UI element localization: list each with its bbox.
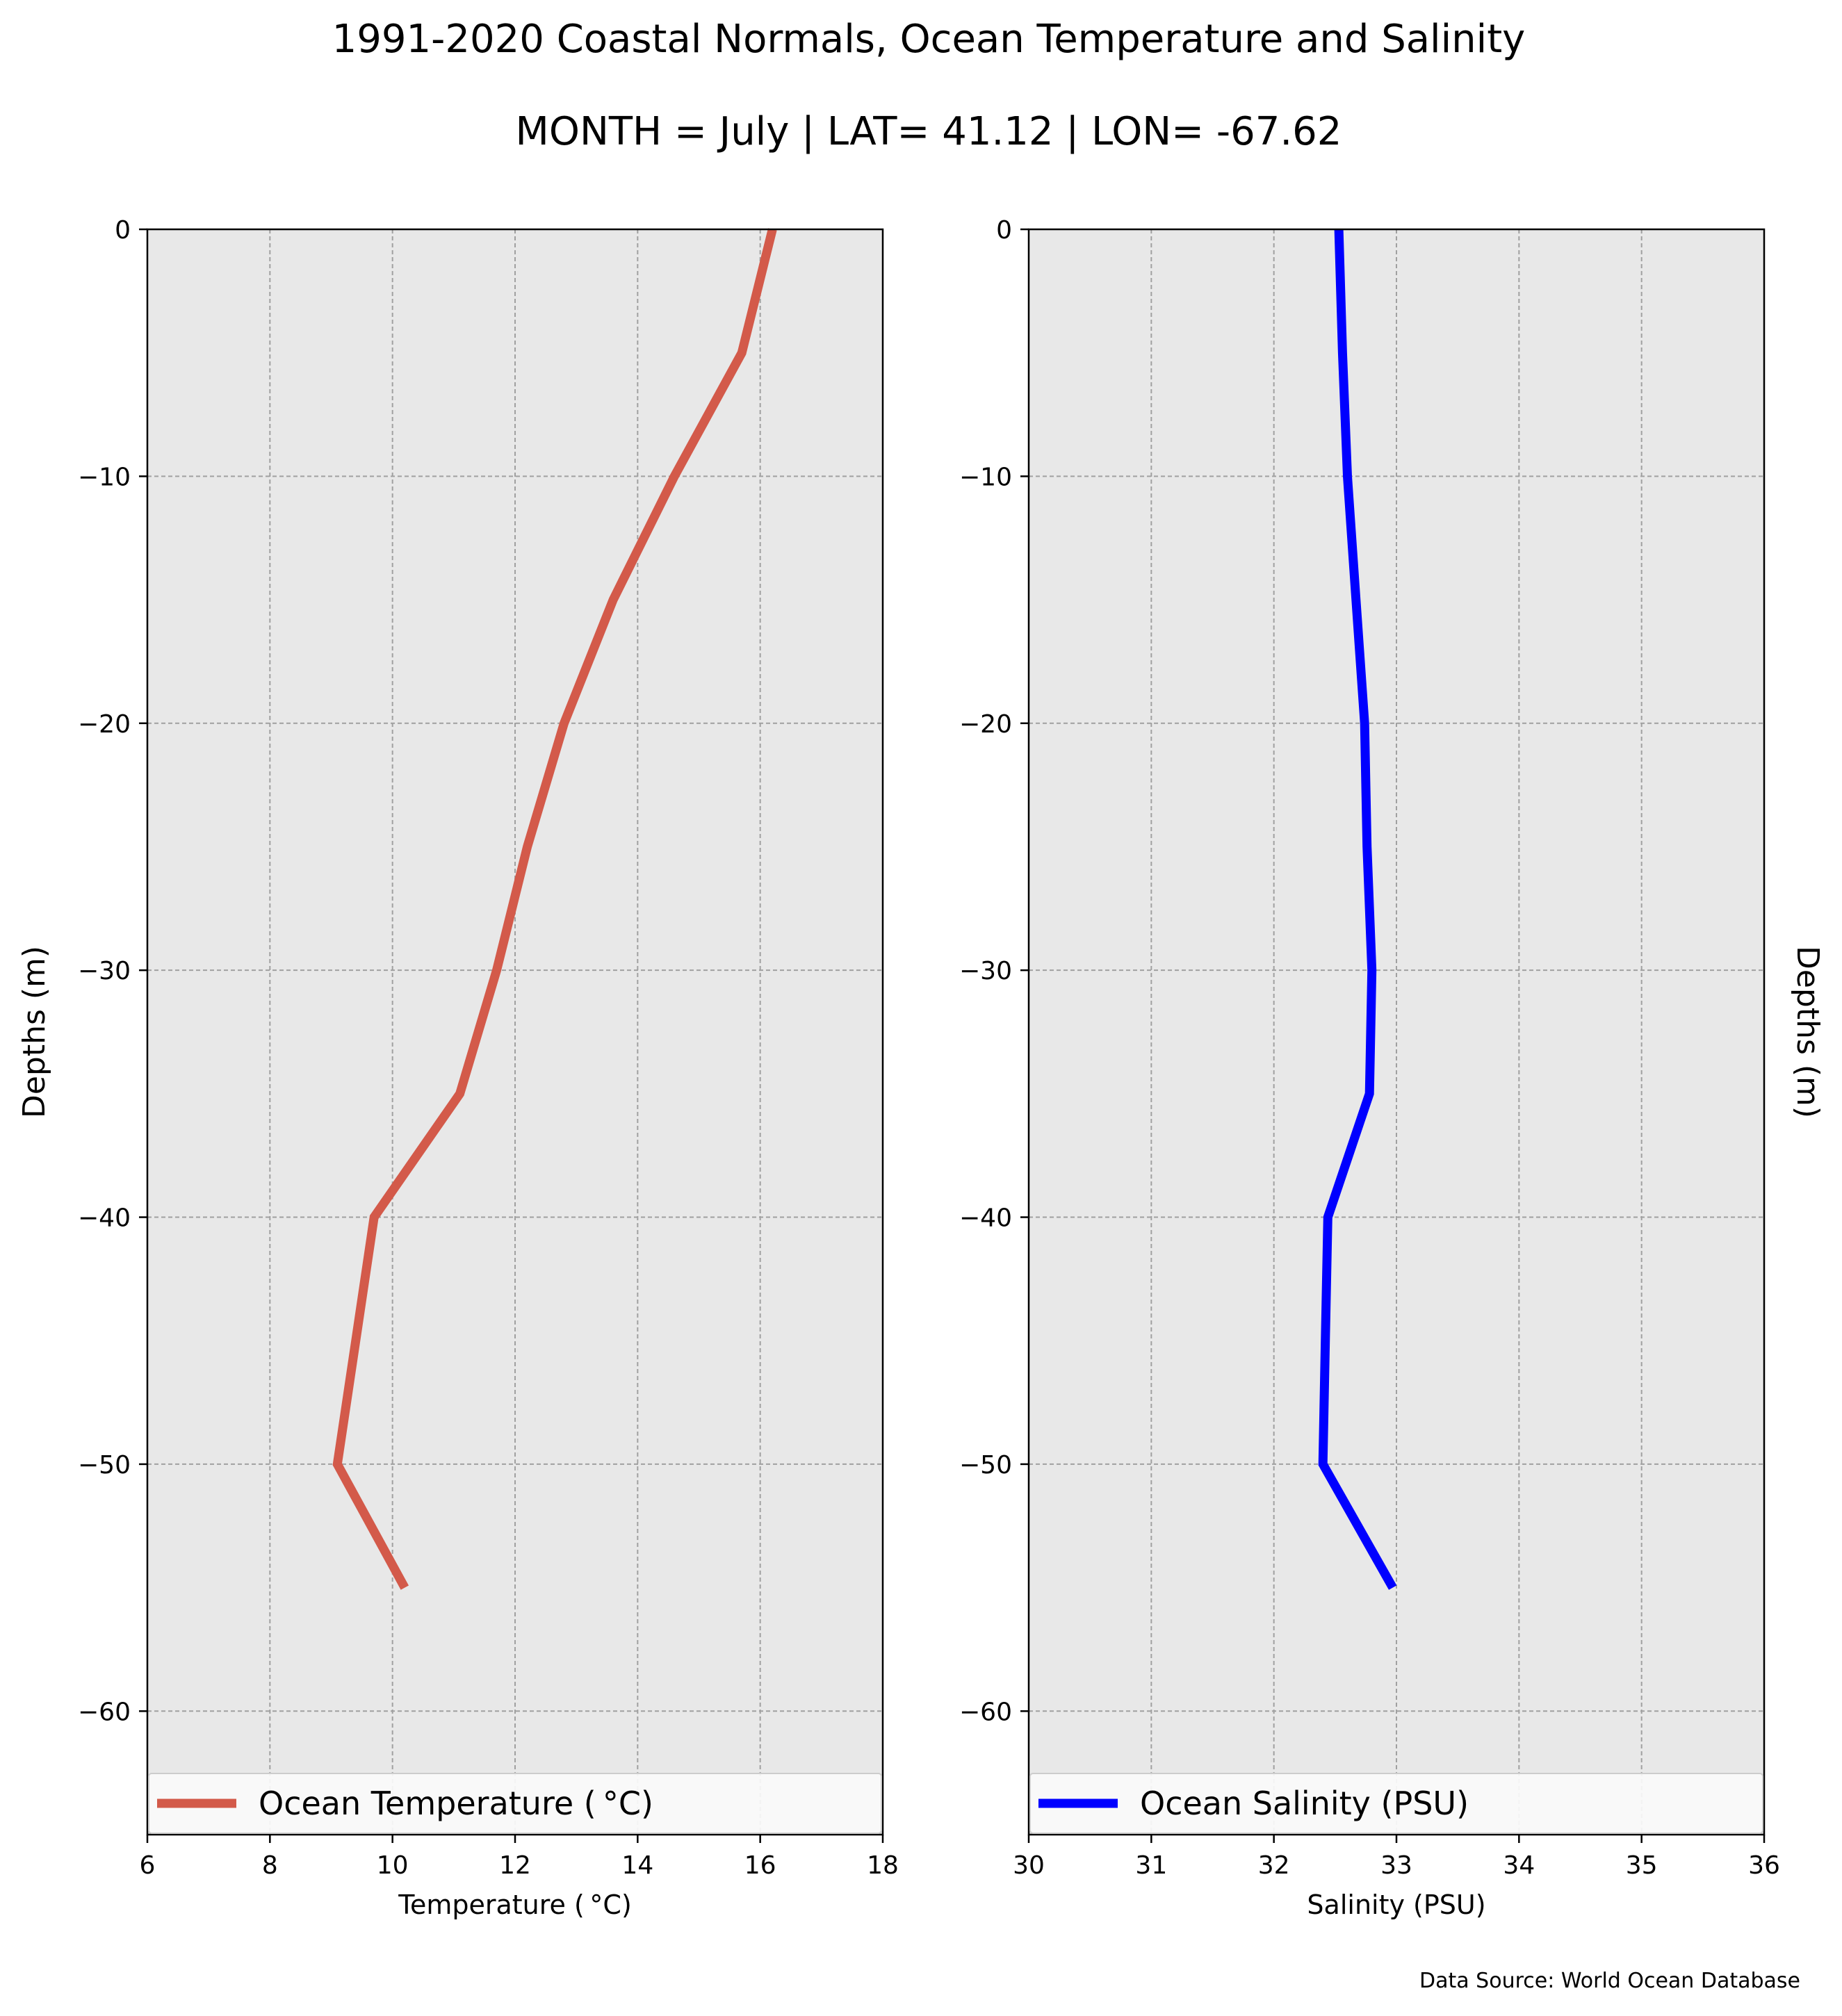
- temperature-y-tick-label: −40: [78, 1204, 131, 1233]
- temperature-x-axis-label: Temperature ( °C): [398, 1890, 632, 1920]
- chart-subtitle: MONTH = July | LAT= 41.12 | LON= -67.62: [516, 109, 1342, 154]
- temperature-y-tick-label: 0: [115, 216, 131, 245]
- chart-title: 1991-2020 Coastal Normals, Ocean Tempera…: [332, 17, 1526, 62]
- salinity-legend-label: Ocean Salinity (PSU): [1140, 1785, 1469, 1822]
- temperature-y-tick-label: −10: [78, 463, 131, 491]
- salinity-series-line: [1318, 229, 1397, 1590]
- salinity-y-tick-label: −40: [959, 1204, 1012, 1233]
- salinity-legend: [1029, 1773, 1763, 1834]
- salinity-x-tick-label: 30: [1013, 1851, 1045, 1880]
- temperature-series-line: [332, 228, 777, 1590]
- salinity-x-tick-label: 32: [1258, 1851, 1290, 1880]
- salinity-y-tick-label: −50: [959, 1451, 1012, 1480]
- salinity-y-axis-label: Depths (m): [1790, 946, 1825, 1118]
- salinity-y-tick-label: −30: [959, 957, 1012, 985]
- salinity-x-tick-label: 31: [1135, 1851, 1167, 1880]
- temperature-y-tick-label: −50: [78, 1451, 131, 1480]
- salinity-panel: 30 31 32 33 34 35 36 0 −10 −20 −30 −40 −50 −60 Salinit…: [959, 216, 1825, 1920]
- salinity-x-tick-label: 34: [1503, 1851, 1535, 1880]
- salinity-x-tick-label: 33: [1380, 1851, 1412, 1880]
- temperature-y-tick-label: −20: [78, 710, 131, 739]
- salinity-x-tick-label: 36: [1748, 1851, 1780, 1880]
- salinity-y-tick-label: −10: [959, 463, 1012, 491]
- data-source-note: Data Source: World Ocean Database: [1419, 1969, 1800, 1993]
- temperature-x-tick-label: 12: [499, 1851, 531, 1880]
- temperature-x-tick-label: 8: [262, 1851, 278, 1880]
- salinity-x-tick-label: 35: [1626, 1851, 1658, 1880]
- temperature-y-axis-label: Depths (m): [17, 946, 52, 1118]
- temperature-x-tick-label: 16: [744, 1851, 776, 1880]
- temperature-legend: [148, 1773, 882, 1834]
- salinity-x-axis-label: Salinity (PSU): [1307, 1890, 1485, 1920]
- temperature-y-tick-label: −60: [78, 1698, 131, 1726]
- temperature-panel: 6 8 10 12 14 16 18 0 −10 −20 −30 −40 −50 −60 Temperatu…: [17, 216, 899, 1920]
- temperature-x-tick-label: 6: [140, 1851, 156, 1880]
- temperature-y-tick-label: −30: [78, 957, 131, 985]
- temperature-x-tick-label: 10: [377, 1851, 409, 1880]
- temperature-x-tick-label: 18: [867, 1851, 899, 1880]
- temperature-x-tick-label: 14: [621, 1851, 653, 1880]
- salinity-y-tick-label: −20: [959, 710, 1012, 739]
- salinity-y-tick-label: −60: [959, 1698, 1012, 1726]
- salinity-y-tick-label: 0: [996, 216, 1012, 245]
- temperature-legend-label: Ocean Temperature ( °C): [259, 1785, 653, 1822]
